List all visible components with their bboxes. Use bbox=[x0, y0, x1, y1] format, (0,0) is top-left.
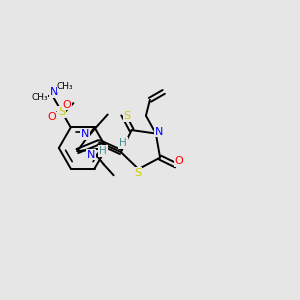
Text: CH₃: CH₃ bbox=[31, 93, 48, 102]
Text: H: H bbox=[119, 138, 127, 148]
Text: N: N bbox=[50, 87, 58, 97]
Text: N: N bbox=[154, 127, 163, 136]
Text: S: S bbox=[58, 107, 65, 117]
Text: S: S bbox=[134, 168, 141, 178]
Text: O: O bbox=[48, 112, 56, 122]
Text: O: O bbox=[62, 100, 71, 110]
Text: N: N bbox=[87, 149, 95, 160]
Text: H: H bbox=[99, 146, 107, 156]
Text: CH₃: CH₃ bbox=[57, 82, 74, 91]
Text: N: N bbox=[81, 129, 89, 139]
Text: S: S bbox=[124, 111, 131, 121]
Text: O: O bbox=[175, 157, 184, 166]
